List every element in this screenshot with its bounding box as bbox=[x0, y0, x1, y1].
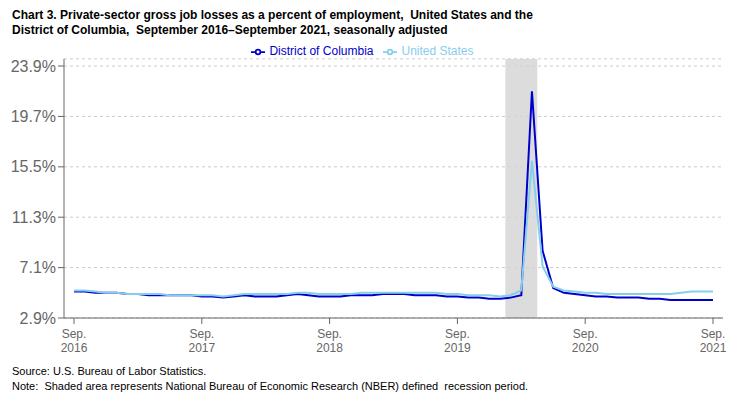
html-text:Note: Shaded area represents N: Note: Shaded area represents National Bu… bbox=[12, 380, 529, 392]
html-text:United States: United States bbox=[401, 44, 474, 58]
svg-text:23.9%: 23.9% bbox=[11, 58, 56, 75]
html-text:District of Columbia, Septembe: District of Columbia, September 2016–Sep… bbox=[12, 23, 448, 37]
svg-text:2.9%: 2.9% bbox=[20, 310, 56, 327]
svg-text:Sep.2019: Sep.2019 bbox=[444, 327, 471, 355]
html-text:Source: U.S. Bureau of Labor S: Source: U.S. Bureau of Labor Statistics. bbox=[12, 365, 207, 377]
svg-text:Sep.2017: Sep.2017 bbox=[188, 327, 215, 355]
svg-text:15.5%: 15.5% bbox=[11, 158, 56, 175]
svg-text:Sep.2020: Sep.2020 bbox=[572, 327, 599, 355]
html-text:District of Columbia: District of Columbia bbox=[269, 44, 374, 58]
svg-text:Sep.2016: Sep.2016 bbox=[61, 327, 88, 355]
svg-text:Sep.2021: Sep.2021 bbox=[700, 327, 727, 355]
svg-text:Sep.2018: Sep.2018 bbox=[316, 327, 343, 355]
svg-text:11.3%: 11.3% bbox=[12, 209, 56, 226]
html-text:Chart 3. Private-sector gross: Chart 3. Private-sector gross job losses… bbox=[12, 8, 533, 22]
svg-text:7.1%: 7.1% bbox=[20, 259, 56, 276]
svg-text:19.7%: 19.7% bbox=[11, 108, 56, 125]
